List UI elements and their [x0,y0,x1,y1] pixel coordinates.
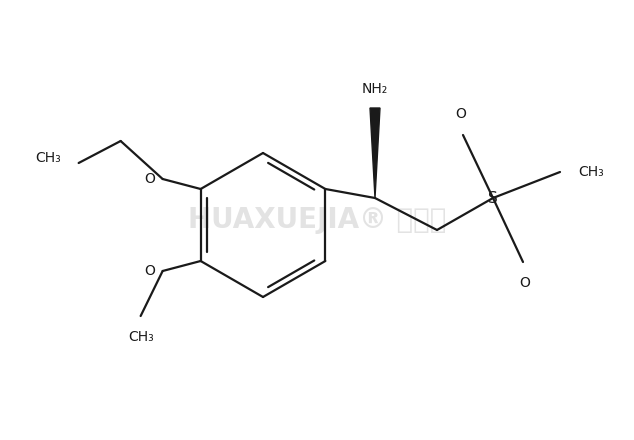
Text: O: O [519,276,531,290]
Text: HUAXUEJIA® 化学加: HUAXUEJIA® 化学加 [188,206,446,234]
Text: O: O [144,172,155,186]
Text: CH₃: CH₃ [35,151,61,165]
Text: CH₃: CH₃ [578,165,604,179]
Text: S: S [488,191,498,205]
Text: CH₃: CH₃ [128,330,153,344]
Text: O: O [456,107,467,121]
Polygon shape [370,108,380,198]
Text: NH₂: NH₂ [362,82,388,96]
Text: O: O [144,264,155,278]
